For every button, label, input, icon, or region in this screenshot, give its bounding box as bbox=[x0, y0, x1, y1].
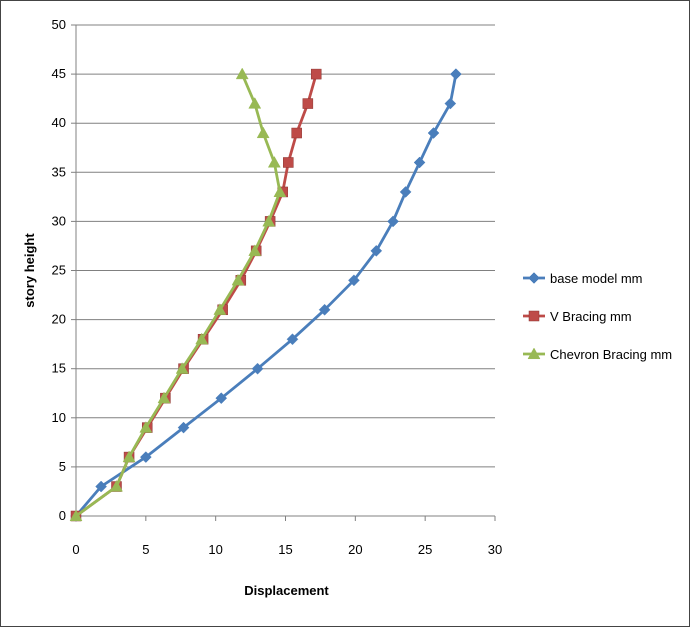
data-point-v-bracing-mm-14 bbox=[302, 98, 314, 109]
x-tick-labels: 0 5 10 15 20 25 30 bbox=[72, 542, 502, 557]
legend-marker-v-bracing-mm bbox=[528, 310, 540, 322]
x-tick-label-30: 30 bbox=[488, 542, 502, 557]
data-point-chevron-bracing-mm-13 bbox=[256, 126, 270, 139]
data-point-base-model-mm-7 bbox=[318, 303, 331, 316]
series-line-v-bracing-mm bbox=[75, 73, 318, 518]
x-tick-label-20: 20 bbox=[348, 542, 362, 557]
series-base-model-mm bbox=[70, 68, 462, 522]
x-tick-label-0: 0 bbox=[72, 542, 79, 557]
data-point-v-bracing-mm-13 bbox=[291, 127, 302, 139]
data-point-base-model-mm-5 bbox=[251, 362, 264, 375]
data-point-chevron-bracing-mm-9 bbox=[248, 244, 262, 256]
y-tick-label-5: 5 bbox=[59, 459, 66, 474]
series-line-chevron-bracing-mm bbox=[75, 73, 282, 518]
data-point-base-model-mm-14 bbox=[444, 97, 457, 110]
data-point-base-model-mm-12 bbox=[413, 156, 426, 169]
data-point-chevron-bracing-mm-2 bbox=[122, 450, 136, 463]
x-tick-label-15: 15 bbox=[278, 542, 292, 557]
data-point-base-model-mm-13 bbox=[427, 127, 440, 139]
data-point-base-model-mm-15 bbox=[450, 68, 462, 80]
data-point-chevron-bracing-mm-14 bbox=[248, 97, 262, 109]
data-point-chevron-bracing-mm-11 bbox=[273, 185, 287, 197]
legend-label-v-bracing-mm: V Bracing mm bbox=[550, 309, 632, 324]
data-point-chevron-bracing-mm-7 bbox=[213, 303, 227, 315]
data-point-base-model-mm-3 bbox=[177, 421, 190, 434]
data-point-base-model-mm-9 bbox=[370, 245, 383, 257]
y-tick-label-35: 35 bbox=[52, 164, 66, 179]
x-tick-label-25: 25 bbox=[418, 542, 432, 557]
data-point-chevron-bracing-mm-1 bbox=[110, 480, 123, 492]
legend-marker-chevron-bracing-mm bbox=[527, 347, 541, 360]
data-point-chevron-bracing-mm-0 bbox=[69, 509, 83, 522]
data-point-base-model-mm-8 bbox=[348, 274, 360, 287]
y-tick-label-50: 50 bbox=[52, 17, 66, 32]
data-point-chevron-bracing-mm-10 bbox=[262, 214, 276, 227]
data-point-chevron-bracing-mm-8 bbox=[231, 273, 245, 286]
data-point-chevron-bracing-mm-4 bbox=[157, 391, 171, 404]
series-v-bracing-mm bbox=[70, 68, 322, 522]
legend-label-base-model-mm: base model mm bbox=[550, 271, 642, 286]
data-point-v-bracing-mm-12 bbox=[283, 157, 294, 168]
data-point-base-model-mm-4 bbox=[215, 392, 228, 405]
axes bbox=[71, 24, 496, 521]
legend-item-base-model-mm: base model mm bbox=[523, 271, 642, 286]
y-tick-label-30: 30 bbox=[52, 213, 66, 228]
x-axis-title: Displacement bbox=[244, 583, 329, 598]
data-point-chevron-bracing-mm-12 bbox=[267, 155, 281, 168]
y-tick-label-10: 10 bbox=[52, 410, 66, 425]
legend-marker-base-model-mm bbox=[528, 272, 540, 284]
series-line-base-model-mm bbox=[74, 73, 458, 517]
series-chevron-bracing-mm bbox=[69, 67, 287, 522]
data-point-base-model-mm-2 bbox=[139, 451, 152, 463]
series-group bbox=[69, 67, 462, 522]
y-tick-label-25: 25 bbox=[52, 263, 66, 278]
y-axis-title: story height bbox=[22, 233, 37, 308]
y-tick-label-15: 15 bbox=[52, 361, 66, 376]
x-tick-label-10: 10 bbox=[208, 542, 222, 557]
data-point-base-model-mm-11 bbox=[399, 186, 412, 198]
data-point-chevron-bracing-mm-15 bbox=[235, 67, 249, 80]
data-point-chevron-bracing-mm-6 bbox=[195, 332, 209, 345]
gridlines bbox=[76, 24, 495, 468]
legend-label-chevron-bracing-mm: Chevron Bracing mm bbox=[550, 347, 672, 362]
data-point-base-model-mm-10 bbox=[387, 215, 399, 228]
data-point-chevron-bracing-mm-5 bbox=[175, 362, 189, 374]
data-point-base-model-mm-1 bbox=[95, 480, 107, 493]
y-tick-labels: 0 5 10 15 20 25 30 35 40 45 50 bbox=[52, 17, 66, 523]
x-tick-label-5: 5 bbox=[142, 542, 149, 557]
data-point-base-model-mm-6 bbox=[286, 333, 299, 346]
legend-item-chevron-bracing-mm: Chevron Bracing mm bbox=[523, 347, 672, 362]
y-tick-label-20: 20 bbox=[52, 312, 66, 327]
data-point-chevron-bracing-mm-3 bbox=[139, 421, 153, 433]
y-tick-label-45: 45 bbox=[52, 66, 66, 81]
legend: base model mm V Bracing mm Chevron Bracing… bbox=[523, 271, 672, 362]
y-tick-label-0: 0 bbox=[59, 508, 66, 523]
legend-item-v-bracing-mm: V Bracing mm bbox=[523, 309, 632, 324]
data-point-v-bracing-mm-15 bbox=[310, 68, 322, 80]
y-tick-label-40: 40 bbox=[52, 115, 66, 130]
